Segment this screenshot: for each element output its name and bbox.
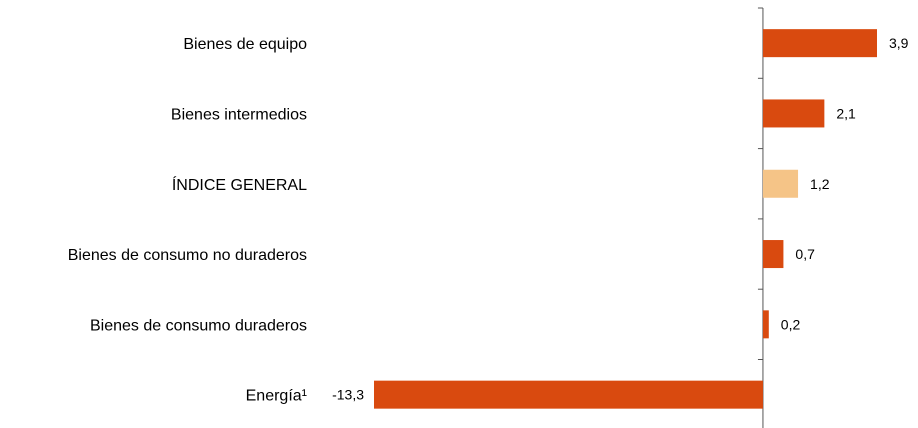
value-label: 3,9: [889, 35, 909, 51]
bar: [763, 99, 824, 127]
category-label: Bienes de consumo duraderos: [90, 317, 307, 334]
axis-layer: [758, 8, 763, 428]
category-label: Bienes de equipo: [183, 36, 307, 53]
bar: [374, 381, 763, 409]
bar: [763, 240, 783, 268]
bars-layer: [374, 29, 877, 409]
labels-layer: Bienes de equipo 3,9 Bienes intermedios 2,1…: [68, 35, 909, 405]
bar: [763, 170, 798, 198]
bar: [763, 29, 877, 57]
value-label: 0,2: [781, 316, 801, 332]
category-label: Energía¹: [246, 388, 307, 405]
category-label: Bienes de consumo no duraderos: [68, 247, 307, 264]
value-label: 2,1: [836, 105, 856, 121]
bar: [763, 310, 769, 338]
category-label: Bienes intermedios: [171, 106, 307, 123]
value-label: -13,3: [332, 387, 364, 403]
value-label: 0,7: [795, 246, 815, 262]
value-label: 1,2: [810, 176, 830, 192]
category-label: ÍNDICE GENERAL: [172, 175, 307, 194]
